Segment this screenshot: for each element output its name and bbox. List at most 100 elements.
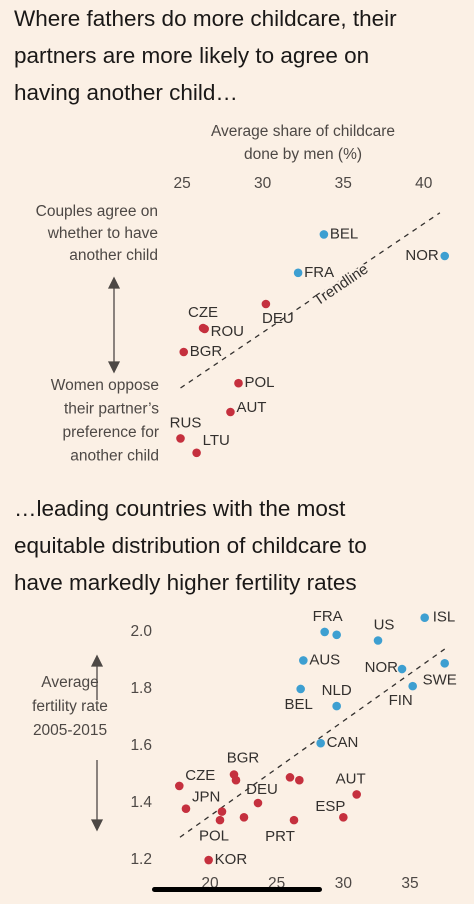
x-tick-label: 35 bbox=[335, 175, 352, 192]
point bbox=[234, 378, 243, 388]
point bbox=[339, 812, 348, 822]
arrows bbox=[90, 276, 121, 832]
point bbox=[200, 324, 209, 334]
trendline bbox=[179, 648, 446, 838]
point-label: CZE bbox=[188, 304, 218, 321]
y-annotation: Women oppose bbox=[51, 377, 159, 394]
point bbox=[293, 268, 303, 278]
point-label: BGR bbox=[227, 749, 260, 766]
point bbox=[316, 738, 325, 748]
point-label: FRA bbox=[313, 608, 343, 625]
home-indicator bbox=[152, 887, 322, 892]
chart-title: Where fathers do more childcare, their bbox=[14, 6, 397, 31]
point bbox=[320, 627, 329, 637]
point-label: NLD bbox=[322, 682, 352, 699]
y-tick-label: 1.4 bbox=[130, 794, 152, 811]
arrow-head bbox=[90, 819, 104, 832]
y-axis-label: fertility rate bbox=[32, 698, 108, 715]
point bbox=[253, 798, 263, 808]
x-axis-label: Average share of childcare bbox=[211, 123, 395, 140]
arrow-head bbox=[107, 361, 121, 374]
point-label: PRT bbox=[265, 828, 295, 845]
x-tick-label: 40 bbox=[415, 175, 433, 192]
chart-title: have markedly higher fertility rates bbox=[14, 570, 357, 595]
y-tick-label: 2.0 bbox=[130, 623, 152, 640]
point bbox=[420, 613, 429, 623]
chart-title: equitable distribution of childcare to bbox=[14, 533, 367, 558]
point bbox=[352, 790, 361, 799]
point-label: FRA bbox=[304, 264, 334, 281]
point bbox=[179, 347, 189, 357]
point bbox=[296, 684, 305, 694]
arrow-head bbox=[90, 654, 104, 667]
point bbox=[215, 815, 225, 825]
point bbox=[289, 815, 299, 825]
point-label: SWE bbox=[423, 671, 457, 688]
point bbox=[231, 775, 241, 785]
point-label: BGR bbox=[190, 343, 223, 360]
y-axis-label: Average bbox=[41, 674, 98, 691]
point bbox=[440, 251, 450, 261]
x-tick-label: 25 bbox=[173, 175, 190, 192]
point bbox=[175, 781, 184, 791]
chart-title: …leading countries with the most bbox=[14, 496, 346, 521]
arrow-head bbox=[107, 276, 121, 289]
y-annotation: another child bbox=[69, 247, 158, 264]
point-label: ESP bbox=[315, 798, 345, 815]
point-label: DEU bbox=[262, 310, 294, 327]
y-annotation: whether to have bbox=[47, 225, 158, 242]
point-label: BEL bbox=[330, 225, 358, 242]
trendline bbox=[180, 212, 441, 389]
point bbox=[408, 681, 417, 691]
point bbox=[319, 230, 329, 239]
point-label: JPN bbox=[192, 789, 220, 806]
point-label: DEU bbox=[246, 781, 278, 798]
point bbox=[332, 630, 341, 640]
y-tick-label: 1.2 bbox=[130, 851, 152, 868]
y-annotation: their partner’s bbox=[64, 401, 159, 418]
point-label: KOR bbox=[215, 851, 248, 868]
y-tick-label: 1.6 bbox=[130, 737, 152, 754]
point-label: CAN bbox=[327, 734, 359, 751]
point-label: ROU bbox=[211, 323, 244, 340]
x-tick-label: 35 bbox=[401, 875, 418, 892]
point-label: LTU bbox=[203, 432, 230, 449]
point-label: RUS bbox=[170, 414, 202, 431]
point bbox=[261, 299, 271, 309]
y-annotation: another child bbox=[70, 448, 159, 465]
point bbox=[332, 701, 341, 711]
point bbox=[373, 636, 383, 645]
point-label: CZE bbox=[185, 767, 215, 784]
y-tick-label: 1.8 bbox=[130, 680, 152, 697]
point bbox=[295, 775, 304, 785]
point bbox=[204, 855, 213, 865]
point bbox=[440, 659, 449, 668]
point-label: BEL bbox=[284, 696, 312, 713]
point-label: AUT bbox=[336, 770, 366, 787]
y-annotation: Couples agree on bbox=[36, 203, 158, 220]
point-label: FIN bbox=[389, 692, 413, 709]
point-label: AUT bbox=[236, 399, 266, 416]
point-label: POL bbox=[199, 828, 229, 845]
point bbox=[217, 807, 227, 816]
point-label: US bbox=[374, 616, 395, 633]
point bbox=[226, 407, 235, 417]
point bbox=[397, 664, 407, 674]
point bbox=[181, 804, 191, 814]
point-label: NOR bbox=[405, 247, 439, 264]
x-tick-label: 30 bbox=[335, 875, 353, 892]
chart-title: having another child… bbox=[14, 80, 238, 105]
point bbox=[176, 434, 185, 443]
y-axis-label: 2005-2015 bbox=[33, 722, 107, 739]
point-label: POL bbox=[245, 374, 275, 391]
y-annotation: preference for bbox=[63, 424, 160, 441]
point bbox=[299, 656, 308, 665]
point-label: ISL bbox=[433, 609, 456, 626]
x-axis-label: done by men (%) bbox=[244, 146, 362, 163]
x-tick-label: 30 bbox=[254, 175, 272, 192]
point-label: NOR bbox=[365, 659, 399, 676]
point bbox=[192, 448, 201, 458]
chart-title: partners are more likely to agree on bbox=[14, 43, 369, 68]
